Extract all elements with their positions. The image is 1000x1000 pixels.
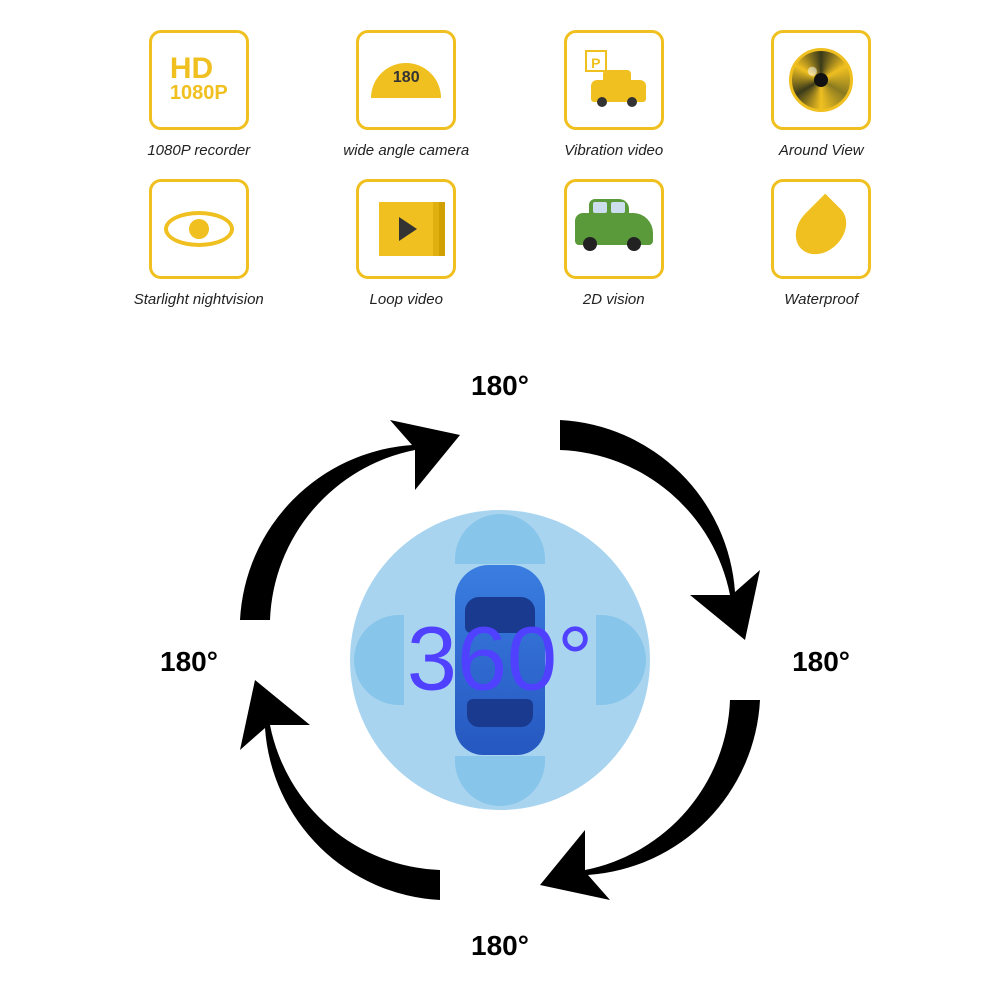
label-180-top: 180° [471, 370, 529, 402]
center-degree-text: 360° [407, 609, 593, 712]
camera-cone-rear-icon [455, 756, 545, 806]
feature-label: Loop video [370, 291, 443, 308]
feature-nightvision: Starlight nightvision [120, 179, 278, 308]
feature-2d-vision: 2D vision [535, 179, 693, 308]
label-180-bottom: 180° [471, 930, 529, 962]
loop-video-icon [356, 179, 456, 279]
feature-vibration: P Vibration video [535, 30, 693, 159]
hd-subtext: 1080P [170, 82, 228, 105]
rotation-arrow-icon [540, 680, 760, 900]
rotation-arrow-icon [540, 420, 760, 640]
dome-text: 180 [393, 63, 420, 87]
camera-cone-front-icon [455, 514, 545, 564]
feature-around-view: Around View [743, 30, 901, 159]
feature-label: Vibration video [564, 142, 663, 159]
car-silhouette-icon [591, 80, 646, 102]
label-180-right: 180° [792, 646, 850, 678]
features-grid: HD 1080P 1080P recorder 180 wide angle c… [0, 0, 1000, 318]
vibration-video-icon: P [564, 30, 664, 130]
eye-icon [149, 179, 249, 279]
parking-sign: P [585, 50, 607, 72]
hd-text: HD [170, 55, 228, 82]
hd-1080p-icon: HD 1080P [149, 30, 249, 130]
feature-hd: HD 1080P 1080P recorder [120, 30, 278, 159]
feature-label: Around View [779, 142, 864, 159]
label-180-left: 180° [160, 646, 218, 678]
feature-waterproof: Waterproof [743, 179, 901, 308]
car-2d-icon [564, 179, 664, 279]
feature-label: wide angle camera [343, 142, 469, 159]
feature-label: 1080P recorder [147, 142, 250, 159]
feature-wide-angle: 180 wide angle camera [328, 30, 486, 159]
feature-loop-video: Loop video [328, 179, 486, 308]
rotation-arrow-icon [240, 680, 460, 900]
rotation-arrow-icon [240, 420, 460, 640]
water-drop-icon [771, 179, 871, 279]
feature-label: 2D vision [583, 291, 645, 308]
feature-label: Starlight nightvision [134, 291, 264, 308]
rotation-diagram: 360° 180° 180° 180° 180° [0, 360, 1000, 1000]
feature-label: Waterproof [784, 291, 858, 308]
wide-angle-icon: 180 [356, 30, 456, 130]
camera-lens-icon [771, 30, 871, 130]
